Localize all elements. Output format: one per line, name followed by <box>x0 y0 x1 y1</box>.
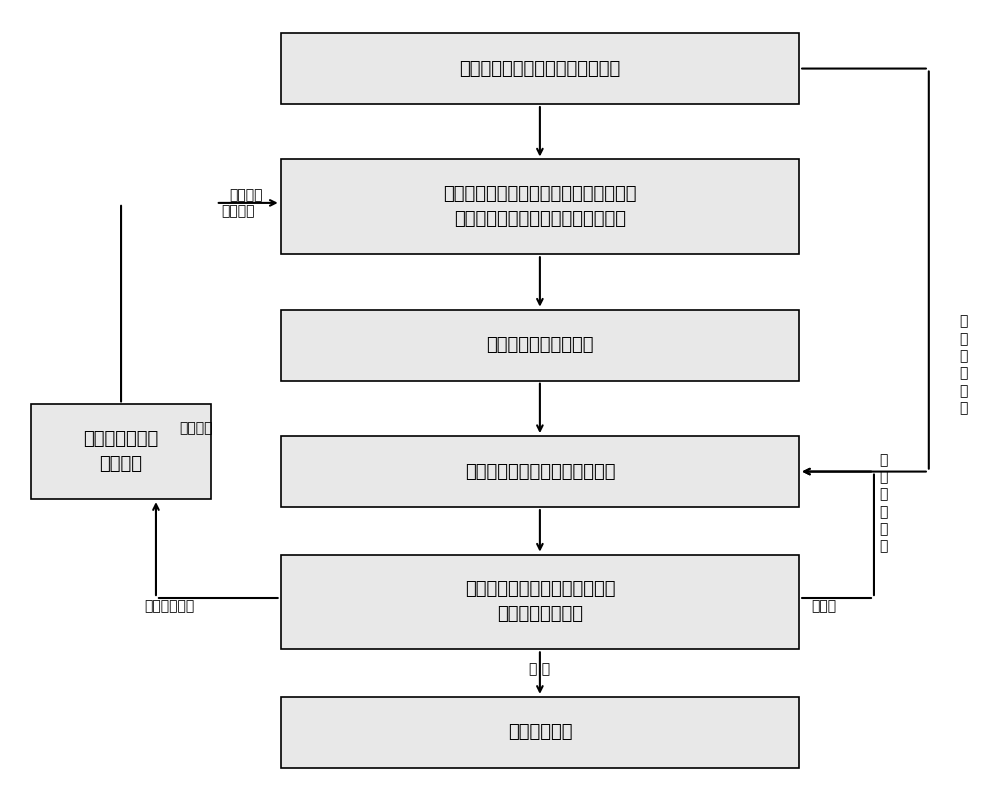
Text: 打印阻值偏大: 打印阻值偏大 <box>144 599 194 613</box>
Text: 延用原有: 延用原有 <box>229 188 262 202</box>
Text: 固定基板，调整参数，打印电阻: 固定基板，调整参数，打印电阻 <box>465 462 615 481</box>
FancyBboxPatch shape <box>281 159 799 255</box>
Text: 优
化
打
印
参
数: 优 化 打 印 参 数 <box>880 453 888 554</box>
Text: 切片生成电阻打印路径: 切片生成电阻打印路径 <box>486 336 594 354</box>
Text: 重新筛选: 重新筛选 <box>221 204 254 218</box>
FancyBboxPatch shape <box>31 404 211 500</box>
Text: 不满足: 不满足 <box>812 599 837 613</box>
FancyBboxPatch shape <box>281 554 799 649</box>
Text: 固化或烧结后，进行电阻测量，
并与目标阻值对比: 固化或烧结后，进行电阻测量， 并与目标阻值对比 <box>465 580 615 623</box>
FancyBboxPatch shape <box>281 33 799 104</box>
Text: 优
化
图
形
尺
寸: 优 化 图 形 尺 寸 <box>960 315 968 416</box>
FancyBboxPatch shape <box>281 436 799 508</box>
Text: 根据电阻尺寸及目标阻值计算材料方阻值
筛选接近目标方阻值电阻浆料或油墨: 根据电阻尺寸及目标阻值计算材料方阻值 筛选接近目标方阻值电阻浆料或油墨 <box>443 186 637 228</box>
Text: 重新设计叠层的
电阻图案: 重新设计叠层的 电阻图案 <box>83 431 159 473</box>
Text: 调整阻值: 调整阻值 <box>179 421 213 435</box>
FancyBboxPatch shape <box>281 697 799 768</box>
Text: 根据电极间距设计电阻图形及尺寸: 根据电极间距设计电阻图形及尺寸 <box>459 59 621 78</box>
FancyBboxPatch shape <box>281 309 799 381</box>
Text: 满 足: 满 足 <box>529 662 550 676</box>
Text: 完成电阻打印: 完成电阻打印 <box>508 723 572 741</box>
